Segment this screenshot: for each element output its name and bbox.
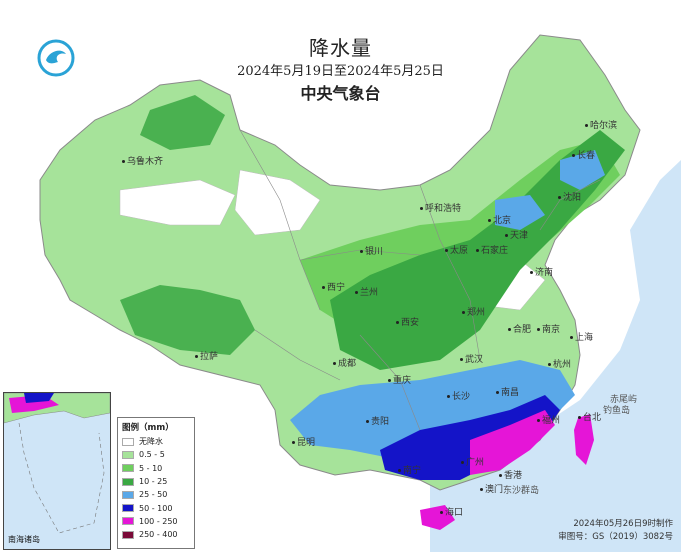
zone-100-250 bbox=[470, 410, 555, 475]
city-label-dongsha: 东沙群岛 bbox=[503, 486, 540, 496]
legend-swatch bbox=[122, 437, 134, 446]
city-label-kunming: 昆明 bbox=[292, 435, 315, 448]
legend-swatch bbox=[122, 464, 134, 473]
city-label-hohhot: 呼和浩特 bbox=[420, 201, 461, 214]
legend-label: 无降水 bbox=[139, 437, 163, 447]
zone-10-25-north bbox=[140, 95, 225, 150]
legend-item: 0.5 - 5 bbox=[118, 448, 194, 461]
zone-25-50-north bbox=[495, 195, 545, 230]
zone-100-250-hainan bbox=[420, 505, 455, 530]
city-label-yinchuan: 银川 bbox=[360, 244, 383, 257]
inset-map bbox=[4, 393, 110, 534]
city-label-harbin: 哈尔滨 bbox=[585, 118, 617, 131]
city-label-taiyuan: 太原 bbox=[445, 243, 468, 256]
legend: 图例（mm） 无降水 0.5 - 5 5 - 10 10 - 25 25 - 50 50 … bbox=[117, 417, 195, 549]
cma-logo bbox=[37, 39, 75, 77]
legend-title: 图例（mm） bbox=[122, 423, 174, 433]
legend-label: 100 - 250 bbox=[139, 516, 178, 526]
legend-label: 5 - 10 bbox=[139, 463, 163, 473]
legend-swatch bbox=[122, 504, 134, 513]
legend-label: 10 - 25 bbox=[139, 477, 168, 487]
legend-label: 250 - 400 bbox=[139, 530, 178, 540]
city-label-lanzhou: 兰州 bbox=[355, 285, 378, 298]
city-label-lhasa: 拉萨 bbox=[195, 349, 218, 362]
province-borders bbox=[239, 129, 601, 431]
city-label-guiyang: 贵阳 bbox=[366, 414, 389, 427]
dry-zone-inner-mongolia bbox=[234, 169, 321, 236]
legend-swatch bbox=[122, 477, 134, 486]
city-label-jinan: 济南 bbox=[530, 265, 553, 278]
legend-swatch bbox=[122, 450, 134, 459]
zone-100-250-taiwan bbox=[574, 414, 594, 465]
credit-date: 2024年05月26日9时制作 bbox=[573, 519, 673, 529]
city-label-xining: 西宁 bbox=[322, 280, 345, 293]
legend-item: 25 - 50 bbox=[118, 488, 194, 501]
date-range: 2024年5月19日至2024年5月25日 bbox=[237, 64, 444, 79]
city-label-diaoyu: 钓鱼岛 bbox=[603, 406, 631, 416]
legend-label: 50 - 100 bbox=[139, 503, 173, 513]
legend-rows: 无降水 0.5 - 5 5 - 10 10 - 25 25 - 50 50 - 100 10… bbox=[118, 435, 194, 541]
legend-swatch bbox=[122, 517, 134, 526]
city-label-hangzhou: 杭州 bbox=[548, 357, 571, 370]
city-label-hefei: 合肥 bbox=[508, 322, 531, 335]
legend-swatch bbox=[122, 490, 134, 499]
city-label-shenyang: 沈阳 bbox=[558, 190, 581, 203]
legend-item: 250 - 400 bbox=[118, 528, 194, 541]
city-label-haikou: 海口 bbox=[440, 505, 463, 518]
dry-zone-xinjiang bbox=[119, 179, 236, 226]
zone-10-25-tibet bbox=[120, 285, 255, 355]
city-label-zhengzhou: 郑州 bbox=[462, 305, 485, 318]
credit-map-approval: 审图号：GS（2019）3082号 bbox=[558, 532, 673, 542]
legend-label: 0.5 - 5 bbox=[139, 450, 165, 460]
legend-label: 25 - 50 bbox=[139, 490, 168, 500]
legend-item: 100 - 250 bbox=[118, 515, 194, 528]
city-label-fuzhou: 福州 bbox=[537, 413, 560, 426]
city-label-wuhan: 武汉 bbox=[460, 352, 483, 365]
inset-label: 南海诸岛 bbox=[8, 535, 40, 544]
legend-swatch bbox=[122, 530, 134, 539]
city-label-chongqing: 重庆 bbox=[388, 373, 411, 386]
city-label-xian: 西安 bbox=[396, 315, 419, 328]
south-china-sea-inset: 南海诸岛 bbox=[3, 392, 111, 550]
inset-nine-dash-line bbox=[18, 422, 105, 534]
city-label-beijing: 北京 bbox=[488, 213, 511, 226]
city-label-guangzhou: 广州 bbox=[461, 455, 484, 468]
city-label-tianjin: 天津 bbox=[505, 228, 528, 241]
city-label-nanning: 南宁 bbox=[398, 463, 421, 476]
city-label-shanghai: 上海 bbox=[570, 330, 593, 343]
city-label-taipei: 台北 bbox=[578, 410, 601, 423]
city-label-chengdu: 成都 bbox=[333, 356, 356, 369]
city-label-nanjing: 南京 bbox=[537, 322, 560, 335]
city-label-changsha: 长沙 bbox=[447, 389, 470, 402]
city-label-macau: 澳门 bbox=[480, 482, 503, 495]
zone-25-50-northeast bbox=[560, 150, 605, 190]
legend-item: 5 - 10 bbox=[118, 462, 194, 475]
city-label-changchun: 长春 bbox=[572, 148, 595, 161]
city-label-urumqi: 乌鲁木齐 bbox=[122, 154, 163, 167]
map-title: 降水量 bbox=[309, 36, 372, 60]
agency-name: 中央气象台 bbox=[300, 84, 381, 103]
zone-50-100 bbox=[380, 395, 560, 480]
city-label-shijiazhuang: 石家庄 bbox=[476, 243, 508, 256]
city-label-hongkong: 香港 bbox=[499, 468, 522, 481]
city-label-nanchang: 南昌 bbox=[496, 385, 519, 398]
inset-rain-50-100 bbox=[24, 393, 54, 403]
legend-item: 无降水 bbox=[118, 435, 194, 448]
city-label-chiwei: 赤尾屿 bbox=[610, 395, 638, 405]
legend-item: 10 - 25 bbox=[118, 475, 194, 488]
legend-item: 50 - 100 bbox=[118, 501, 194, 514]
